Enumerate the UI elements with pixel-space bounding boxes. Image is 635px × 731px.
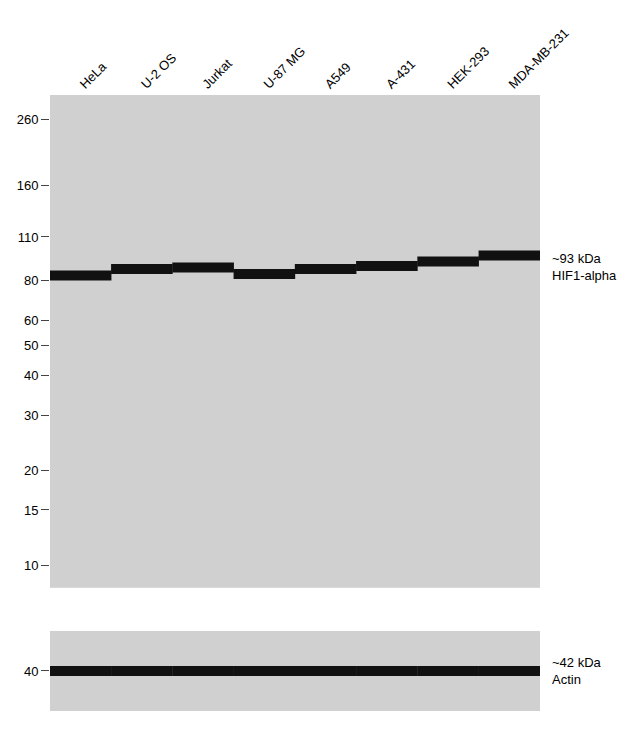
svg-text:U-87 MG: U-87 MG	[260, 44, 308, 92]
svg-text:~42 kDaActin: ~42 kDaActin	[552, 655, 602, 687]
svg-text:~93 kDaHIF1-alpha: ~93 kDaHIF1-alpha	[552, 251, 617, 283]
svg-text:50: 50	[24, 338, 38, 353]
svg-text:60: 60	[24, 313, 38, 328]
svg-text:U-2 OS: U-2 OS	[138, 50, 179, 91]
svg-text:160: 160	[17, 178, 39, 193]
svg-text:30: 30	[24, 408, 38, 423]
svg-text:HeLa: HeLa	[77, 58, 110, 91]
svg-text:80: 80	[24, 273, 38, 288]
svg-text:A-431: A-431	[383, 56, 418, 91]
svg-text:A549: A549	[322, 60, 354, 92]
svg-text:10: 10	[24, 558, 38, 573]
svg-text:40: 40	[24, 368, 38, 383]
svg-text:Jurkat: Jurkat	[199, 56, 235, 92]
svg-text:110: 110	[18, 230, 39, 245]
svg-text:260: 260	[17, 112, 39, 127]
svg-text:HEK-293: HEK-293	[444, 44, 492, 92]
svg-text:MDA-MB-231: MDA-MB-231	[505, 25, 571, 91]
svg-text:40: 40	[24, 664, 38, 679]
svg-text:15: 15	[24, 503, 38, 518]
svg-text:20: 20	[24, 463, 38, 478]
